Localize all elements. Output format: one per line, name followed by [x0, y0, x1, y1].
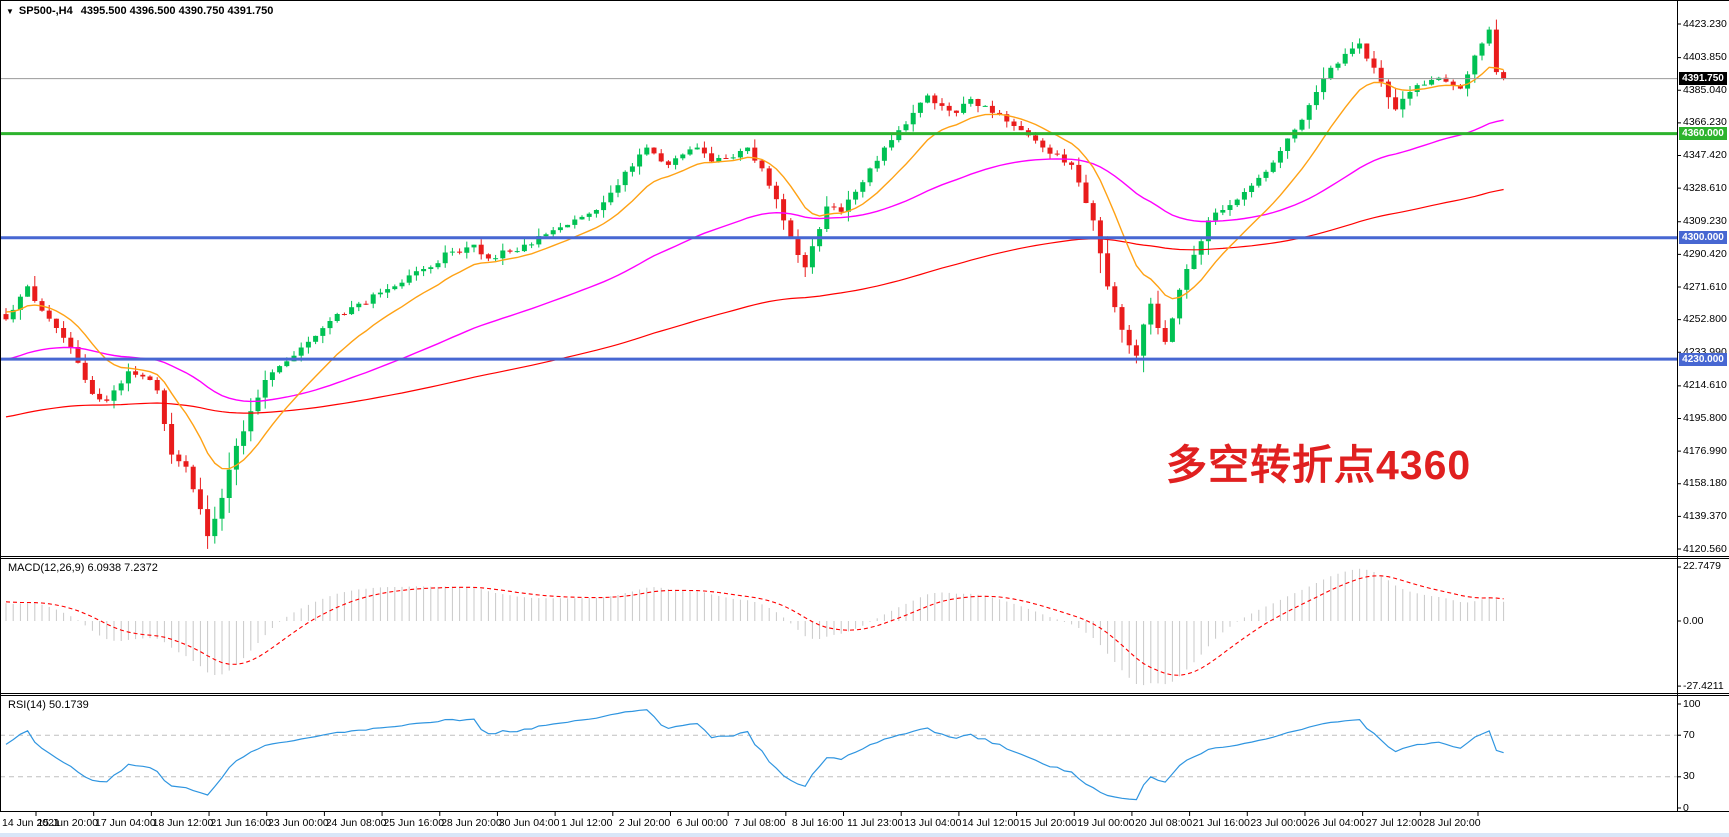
- price-axis-label: 4403.850: [1683, 51, 1727, 64]
- time-axis-label: 7 Jul 08:00: [734, 817, 786, 829]
- rsi-layer[interactable]: [0, 709, 1677, 801]
- price-axis-label: 4385.040: [1683, 83, 1727, 96]
- time-axis-label: 8 Jul 16:00: [791, 817, 844, 829]
- time-axis-label: 23 Jun 00:00: [268, 817, 329, 829]
- level-price-label: 4230.000: [1679, 352, 1727, 366]
- time-axis-label: 11 Jul 23:00: [846, 817, 904, 829]
- time-axis-label: 27 Jul 12:00: [1365, 817, 1423, 829]
- macd-axis-label: 0.00: [1683, 614, 1704, 627]
- macd-axis-label: -27.4211: [1683, 679, 1724, 692]
- candlestick-layer[interactable]: [3, 19, 1507, 549]
- level-price-label: 4360.000: [1679, 127, 1727, 141]
- time-axis-label: 21 Jul 16:00: [1192, 817, 1250, 829]
- macd-indicator-label: MACD(12,26,9) 6.0938 7.2372: [8, 562, 158, 574]
- time-axis-label: 21 Jun 16:00: [210, 817, 272, 829]
- rsi-axis-label: 0: [1683, 801, 1689, 814]
- price-axis-label: 4423.230: [1683, 17, 1727, 30]
- time-axis-label: 14 Jun 2021: [2, 817, 60, 829]
- rsi-axis-label: 100: [1683, 697, 1701, 710]
- time-axis-label: 26 Jul 04:00: [1308, 817, 1366, 829]
- collapse-triangle-icon[interactable]: ▼: [6, 6, 14, 16]
- time-axis-label: 15 Jul 20:00: [1019, 817, 1077, 829]
- time-axis-label: 28 Jun 20:00: [441, 817, 502, 829]
- symbol-timeframe-label: SP500-,H4: [18, 5, 73, 17]
- annotation-text[interactable]: 多空转折点4360: [1166, 442, 1472, 488]
- time-axis-label: 25 Jun 16:00: [383, 817, 445, 829]
- price-axis-label: 4176.990: [1683, 444, 1727, 457]
- time-axis-label: 23 Jul 00:00: [1250, 817, 1308, 829]
- time-axis-label: 17 Jun 04:00: [95, 817, 156, 829]
- rsi-indicator-label: RSI(14) 50.1739: [8, 699, 89, 711]
- time-axis-label: 18 Jun 12:00: [152, 817, 214, 829]
- rsi-axis-label: 70: [1683, 728, 1695, 741]
- time-axis-label: 20 Jul 08:00: [1134, 817, 1193, 829]
- price-axis-label: 4139.370: [1683, 509, 1727, 522]
- level-price-label: 4300.000: [1679, 231, 1727, 245]
- current-price-label: 4391.750: [1679, 72, 1727, 86]
- time-axis-label: 1 Jul 12:00: [561, 817, 613, 829]
- time-axis-label: 28 Jul 20:00: [1423, 817, 1481, 829]
- time-axis-label: 24 Jun 08:00: [325, 817, 387, 829]
- time-axis-label: 30 Jun 04:00: [498, 817, 560, 829]
- price-axis-label: 4290.420: [1683, 247, 1727, 260]
- price-axis-label: 4347.420: [1683, 149, 1727, 161]
- time-axis-label: 6 Jul 00:00: [676, 817, 728, 829]
- rsi-axis-label: 30: [1683, 770, 1695, 783]
- chart-title: ▼ SP500-,H4 4395.500 4396.500 4390.750 4…: [6, 5, 273, 17]
- price-axis-label: 4271.610: [1683, 280, 1727, 293]
- price-axis-label: 4309.230: [1683, 215, 1727, 228]
- time-axis-label: 2 Jul 20:00: [618, 817, 671, 829]
- time-axis-label: 14 Jul 12:00: [961, 817, 1020, 829]
- time-axis-label: 13 Jul 04:00: [904, 817, 962, 829]
- macd-axis-label: 22.7479: [1683, 560, 1721, 573]
- macd-layer[interactable]: [5, 568, 1505, 686]
- price-axis-label: 4328.610: [1683, 181, 1727, 194]
- price-axis-label: 4195.800: [1683, 412, 1727, 424]
- price-axis-label: 4366.230: [1683, 116, 1727, 129]
- price-axis-label: 4252.800: [1683, 313, 1727, 326]
- time-axis-label: 19 Jul 00:00: [1077, 817, 1135, 829]
- ohlc-quotes-label: 4395.500 4396.500 4390.750 4391.750: [80, 5, 274, 17]
- price-axis-label: 4214.610: [1683, 379, 1727, 392]
- time-axis-label: 15 Jun 20:00: [37, 817, 99, 829]
- price-axis-label: 4120.560: [1683, 542, 1727, 555]
- price-axis-label: 4158.180: [1683, 477, 1727, 490]
